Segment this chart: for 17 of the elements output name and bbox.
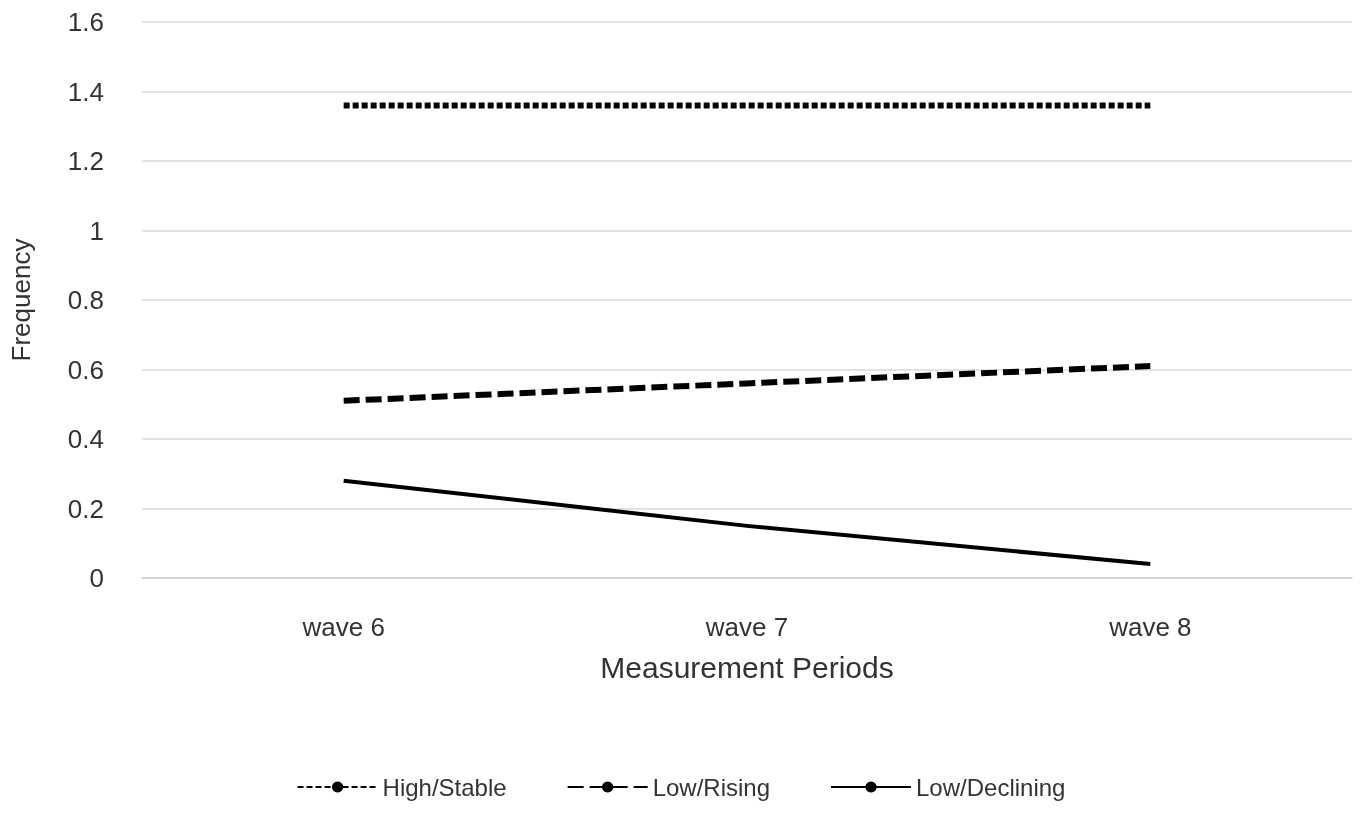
x-tick-label: wave 6 (301, 612, 385, 642)
y-tick-label: 0.2 (67, 493, 104, 524)
y-tick-label: 0.6 (67, 354, 104, 385)
y-tick-label: 0 (89, 563, 104, 593)
y-axis-title: Frequency (6, 238, 36, 362)
y-tick-label: 1.4 (67, 76, 104, 107)
y-tick-label: 0.4 (67, 424, 104, 454)
x-axis-title: Measurement Periods (600, 650, 894, 684)
y-tick-label: 1.6 (67, 7, 104, 37)
legend-label: Low/Rising (652, 773, 771, 801)
y-tick-label: 1 (89, 215, 104, 246)
y-tick-label: 1.2 (67, 146, 104, 176)
legend-label: Low/Declining (916, 773, 1066, 801)
x-tick-label: wave 8 (1108, 612, 1192, 642)
x-tick-label: wave 7 (704, 612, 789, 642)
legend-label: High/Stable (382, 773, 507, 801)
y-tick-label: 0.8 (67, 285, 104, 315)
